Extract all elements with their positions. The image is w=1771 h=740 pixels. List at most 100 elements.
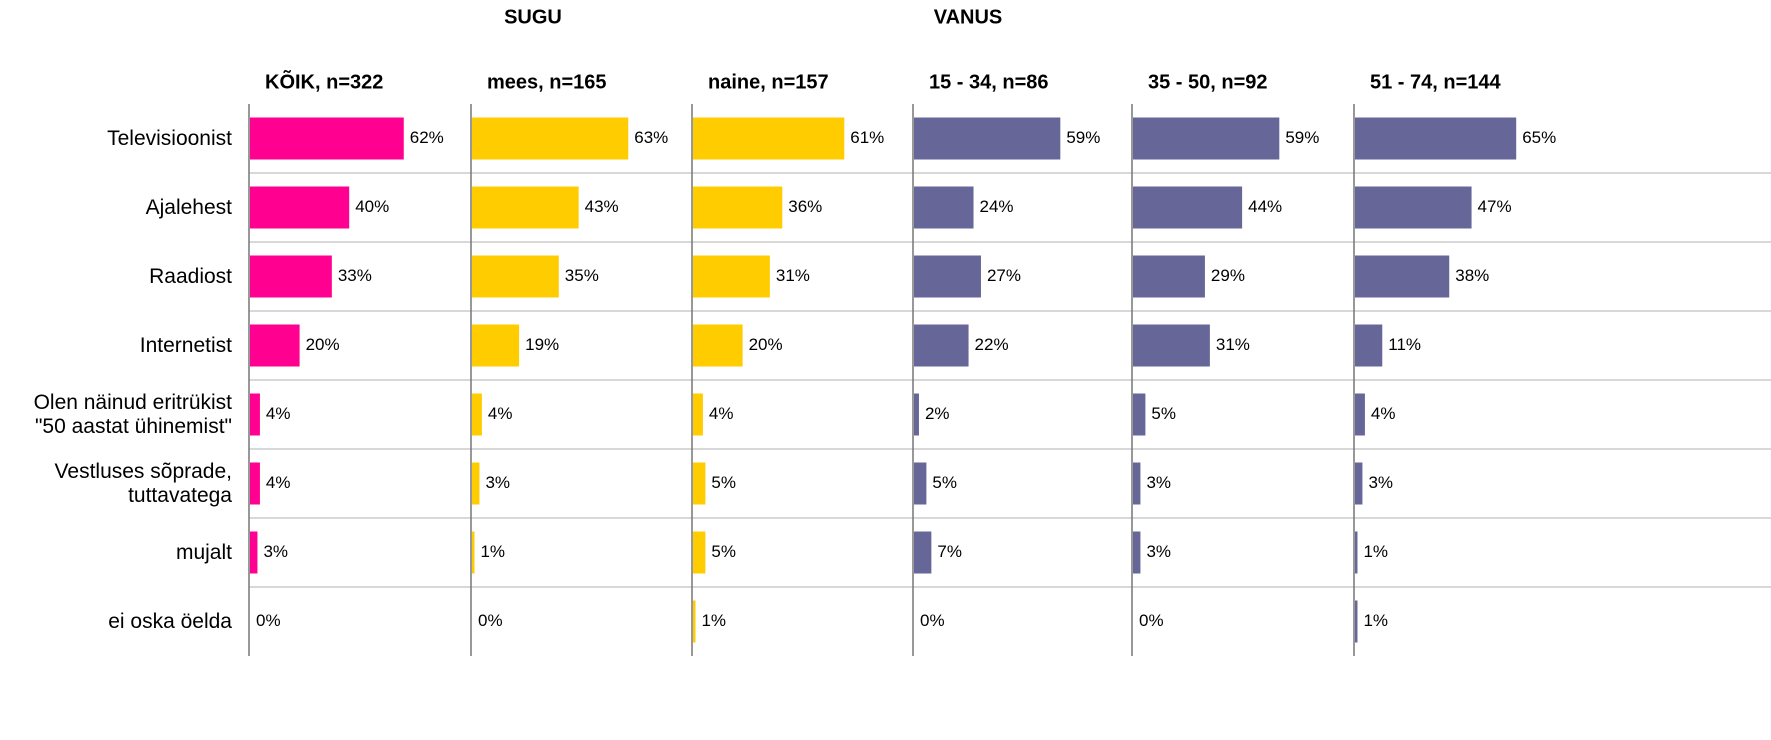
bar xyxy=(250,255,332,298)
bar xyxy=(1355,117,1517,160)
bar xyxy=(1355,600,1358,643)
bar xyxy=(693,462,706,505)
group-label: SUGU xyxy=(504,6,562,28)
value-label: 0% xyxy=(256,611,281,630)
bar xyxy=(1133,255,1205,298)
bar xyxy=(250,531,258,574)
value-label: 3% xyxy=(1146,473,1171,492)
bar xyxy=(693,186,783,229)
category-label: mujalt xyxy=(175,540,232,564)
bar xyxy=(250,462,260,505)
bar xyxy=(693,393,703,436)
value-label: 5% xyxy=(932,473,957,492)
bar xyxy=(250,117,404,160)
panel-title: naine, n=157 xyxy=(708,71,829,93)
bar xyxy=(472,393,482,436)
bar xyxy=(472,186,579,229)
category-label: Televisioonist xyxy=(107,126,232,150)
bar xyxy=(1133,186,1243,229)
value-label: 1% xyxy=(480,542,505,561)
value-label: 4% xyxy=(488,404,513,423)
value-label: 5% xyxy=(1151,404,1176,423)
bar xyxy=(1355,462,1363,505)
value-label: 36% xyxy=(788,197,822,216)
bar xyxy=(472,255,559,298)
value-label: 27% xyxy=(987,266,1021,285)
bar xyxy=(914,186,974,229)
value-label: 5% xyxy=(711,542,736,561)
bar xyxy=(1355,255,1450,298)
value-label: 59% xyxy=(1066,128,1100,147)
bar xyxy=(1355,393,1365,436)
value-label: 20% xyxy=(306,335,340,354)
value-label: 1% xyxy=(1363,611,1388,630)
value-label: 0% xyxy=(1139,611,1164,630)
value-label: 35% xyxy=(565,266,599,285)
bar xyxy=(472,531,475,574)
value-label: 61% xyxy=(850,128,884,147)
value-label: 1% xyxy=(701,611,726,630)
value-label: 4% xyxy=(266,404,291,423)
bar xyxy=(1133,324,1210,367)
bar xyxy=(1133,531,1141,574)
value-label: 3% xyxy=(1368,473,1393,492)
bar xyxy=(250,393,260,436)
value-label: 0% xyxy=(920,611,945,630)
value-label: 3% xyxy=(1146,542,1171,561)
bar xyxy=(693,600,696,643)
value-label: 4% xyxy=(1371,404,1396,423)
category-label: ei oska öelda xyxy=(108,609,232,633)
bar xyxy=(693,117,845,160)
bar xyxy=(693,531,706,574)
value-label: 20% xyxy=(749,335,783,354)
panel-title: KÕIK, n=322 xyxy=(265,69,383,93)
category-label: Internetist xyxy=(139,333,232,357)
bar xyxy=(693,255,770,298)
category-label: Raadiost xyxy=(149,264,232,288)
panel-title: 51 - 74, n=144 xyxy=(1370,71,1502,93)
value-label: 4% xyxy=(709,404,734,423)
bar xyxy=(1355,324,1383,367)
value-label: 0% xyxy=(478,611,503,630)
category-label: Vestluses sõprade, tuttavatega xyxy=(54,459,232,507)
value-label: 4% xyxy=(266,473,291,492)
bar xyxy=(1133,117,1280,160)
bar xyxy=(914,462,927,505)
bar xyxy=(1355,531,1358,574)
value-label: 3% xyxy=(263,542,288,561)
value-label: 29% xyxy=(1211,266,1245,285)
bar xyxy=(472,324,520,367)
value-label: 19% xyxy=(525,335,559,354)
value-label: 11% xyxy=(1388,335,1421,354)
group-label: VANUS xyxy=(934,6,1003,28)
value-label: 47% xyxy=(1478,197,1512,216)
bar xyxy=(250,324,300,367)
value-label: 44% xyxy=(1248,197,1282,216)
bar xyxy=(1133,393,1146,436)
value-label: 43% xyxy=(585,197,619,216)
category-label: Olen näinud eritrükist "50 aastat ühinem… xyxy=(33,390,232,438)
panel-title: 15 - 34, n=86 xyxy=(929,71,1049,93)
bar xyxy=(914,117,1061,160)
value-label: 5% xyxy=(711,473,736,492)
value-label: 3% xyxy=(485,473,510,492)
value-label: 33% xyxy=(338,266,372,285)
bar xyxy=(914,531,932,574)
value-label: 38% xyxy=(1455,266,1489,285)
panel-title: 35 - 50, n=92 xyxy=(1148,71,1268,93)
bar xyxy=(914,255,981,298)
bar xyxy=(914,324,969,367)
panel-title: mees, n=165 xyxy=(487,71,607,93)
bar xyxy=(914,393,919,436)
bar xyxy=(472,117,629,160)
value-label: 31% xyxy=(776,266,810,285)
value-label: 65% xyxy=(1522,128,1556,147)
bar xyxy=(250,186,350,229)
value-label: 2% xyxy=(925,404,950,423)
bar xyxy=(1133,462,1141,505)
category-label: Ajalehest xyxy=(145,195,232,219)
value-label: 24% xyxy=(980,197,1014,216)
value-label: 62% xyxy=(410,128,444,147)
